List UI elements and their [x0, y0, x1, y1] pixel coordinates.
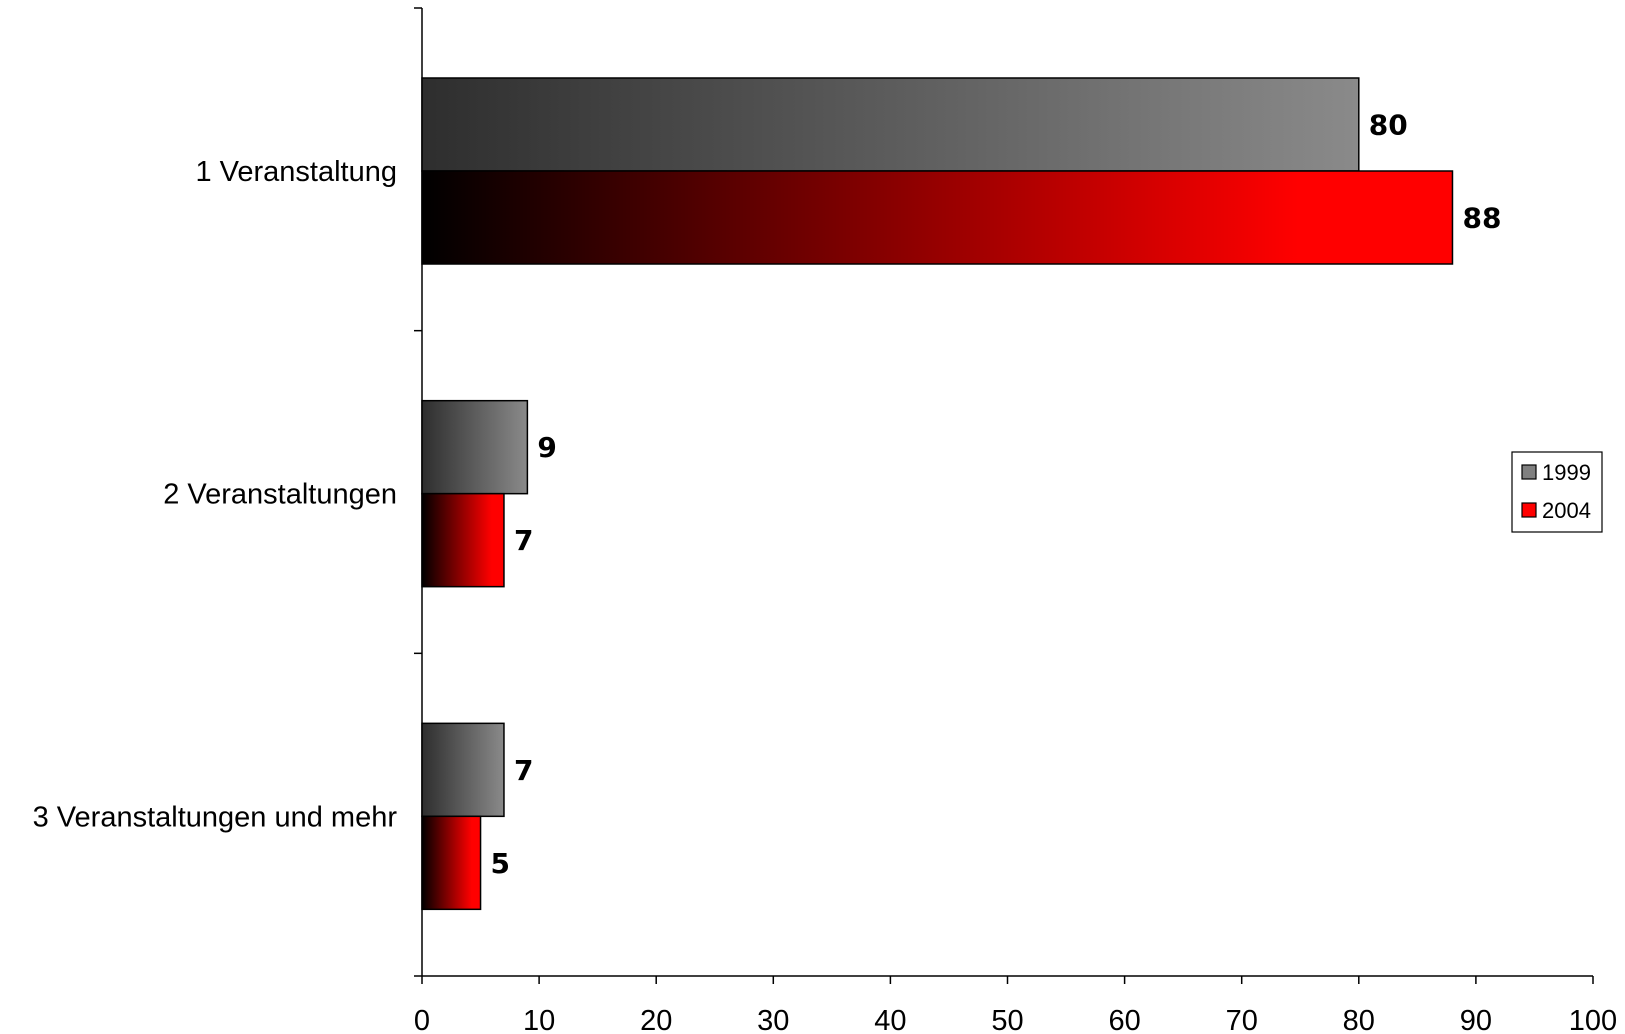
legend-label: 2004 [1542, 498, 1591, 523]
data-label: 9 [537, 431, 556, 464]
bar-1999 [421, 722, 505, 818]
x-tick-label: 70 [1226, 1005, 1258, 1034]
bar-2004 [421, 492, 505, 588]
data-label: 7 [514, 754, 533, 787]
data-label: 7 [514, 524, 533, 557]
x-tick-label: 100 [1569, 1005, 1617, 1034]
category-label: 1 Veranstaltung [195, 156, 397, 188]
x-tick-label: 30 [757, 1005, 789, 1034]
bar-1999 [421, 399, 529, 495]
data-label: 80 [1369, 109, 1408, 142]
x-tick-label: 90 [1460, 1005, 1492, 1034]
labels: 1 Veranstaltung 80 88 2 Veranstaltungen 9 7 3 … [33, 109, 1502, 880]
bar-2004 [421, 815, 482, 911]
category-label: 2 Veranstaltungen [163, 479, 397, 511]
legend-label: 1999 [1542, 460, 1591, 485]
x-tick-label: 20 [640, 1005, 672, 1034]
category-label: 3 Veranstaltungen und mehr [33, 801, 398, 833]
x-tick-label: 10 [523, 1005, 555, 1034]
data-label: 88 [1462, 202, 1501, 235]
bars [421, 77, 1454, 911]
data-label: 5 [491, 847, 510, 880]
legend-box [1511, 451, 1603, 533]
x-tick-label: 60 [1108, 1005, 1140, 1034]
legend-swatch [1521, 502, 1537, 518]
bar-2004 [421, 170, 1454, 265]
x-tick-label: 50 [991, 1005, 1023, 1034]
x-tick-label: 40 [874, 1005, 906, 1034]
bar-1999 [421, 77, 1360, 172]
axes: 0 10 20 30 40 50 60 70 80 90 100 [414, 7, 1617, 1034]
x-tick-label: 0 [414, 1005, 430, 1034]
legend-swatch [1521, 464, 1537, 480]
legend: 1999 2004 [1511, 451, 1603, 533]
x-tick-label: 80 [1343, 1005, 1375, 1034]
